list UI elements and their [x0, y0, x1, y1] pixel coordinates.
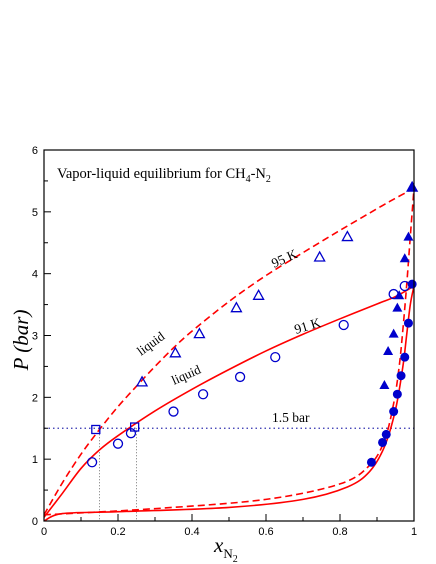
annotation-91k: 91 K [292, 315, 322, 337]
marker-circle-filled-5 [396, 371, 406, 381]
marker-circle-open-1 [112, 438, 124, 449]
y-tick-label-4: 4 [32, 269, 38, 281]
marker-triangle-filled-7 [407, 182, 418, 192]
marker-circle-open-8 [388, 288, 399, 300]
x-tick-label-5: 1 [411, 526, 417, 538]
x-tick-label-2: 0.4 [184, 526, 199, 538]
marker-circle-filled-2 [381, 429, 391, 439]
marker-triangle-open-0 [135, 375, 149, 387]
marker-circle-filled-6 [400, 352, 410, 362]
annotation-95k: 95 K [269, 246, 300, 271]
marker-circle-filled-4 [392, 389, 402, 399]
marker-triangle-open-1 [169, 346, 182, 358]
x-axis-label: xN2 [213, 533, 238, 564]
marker-circle-filled-8 [407, 279, 417, 289]
marker-circle-filled-1 [378, 437, 388, 447]
curve-0 [44, 187, 414, 516]
marker-triangle-filled-5 [399, 253, 410, 263]
y-tick-label-6: 6 [32, 145, 38, 157]
marker-circle-open-3 [168, 406, 179, 417]
marker-triangle-open-6 [341, 230, 354, 242]
marker-circle-filled-7 [403, 318, 413, 328]
chart-title: Vapor-liquid equilibrium for CH4-N2 [57, 166, 271, 185]
curve-1 [44, 188, 414, 516]
x-tick-label-3: 0.6 [258, 526, 273, 538]
marker-triangle-filled-1 [383, 345, 394, 355]
plot-frame [43, 149, 415, 522]
x-tick-label-0: 0 [41, 526, 47, 538]
y-tick-label-1: 1 [32, 454, 38, 466]
y-tick-label-0: 0 [32, 516, 38, 528]
marker-square-open-0 [91, 424, 101, 435]
marker-circle-filled-0 [366, 457, 376, 467]
marker-triangle-open-5 [313, 250, 326, 262]
marker-triangle-filled-0 [379, 379, 390, 389]
marker-triangle-open-3 [230, 301, 243, 313]
annotation-liquid-91k: liquid [169, 361, 203, 387]
x-tick-label-4: 0.8 [332, 526, 347, 538]
annotation-pressure-line: 1.5 bar [272, 410, 310, 425]
marker-triangle-open-4 [252, 288, 265, 300]
marker-triangle-filled-2 [388, 328, 399, 338]
marker-triangle-filled-3 [392, 302, 403, 312]
y-axis-label: P (bar) [9, 310, 33, 372]
marker-triangle-open-2 [193, 327, 206, 339]
marker-circle-open-7 [338, 319, 349, 331]
marker-circle-filled-3 [389, 407, 399, 417]
curve-2 [44, 285, 414, 518]
y-tick-label-3: 3 [32, 331, 38, 343]
marker-triangle-filled-6 [403, 231, 414, 241]
marker-circle-open-0 [86, 457, 98, 468]
marker-square-open-1 [129, 422, 140, 432]
marker-circle-open-6 [270, 351, 281, 363]
y-tick-label-2: 2 [32, 392, 38, 404]
y-tick-label-5: 5 [32, 207, 38, 219]
marker-circle-open-5 [234, 371, 246, 383]
plot-area: 0 0.2 0.4 0.6 0.8 1 0 1 2 3 4 5 6 [32, 145, 419, 538]
annotation-liquid-95k: liquid [134, 328, 168, 358]
marker-circle-open-4 [197, 389, 209, 400]
x-tick-label-1: 0.2 [110, 526, 125, 538]
curve-3 [44, 285, 414, 521]
